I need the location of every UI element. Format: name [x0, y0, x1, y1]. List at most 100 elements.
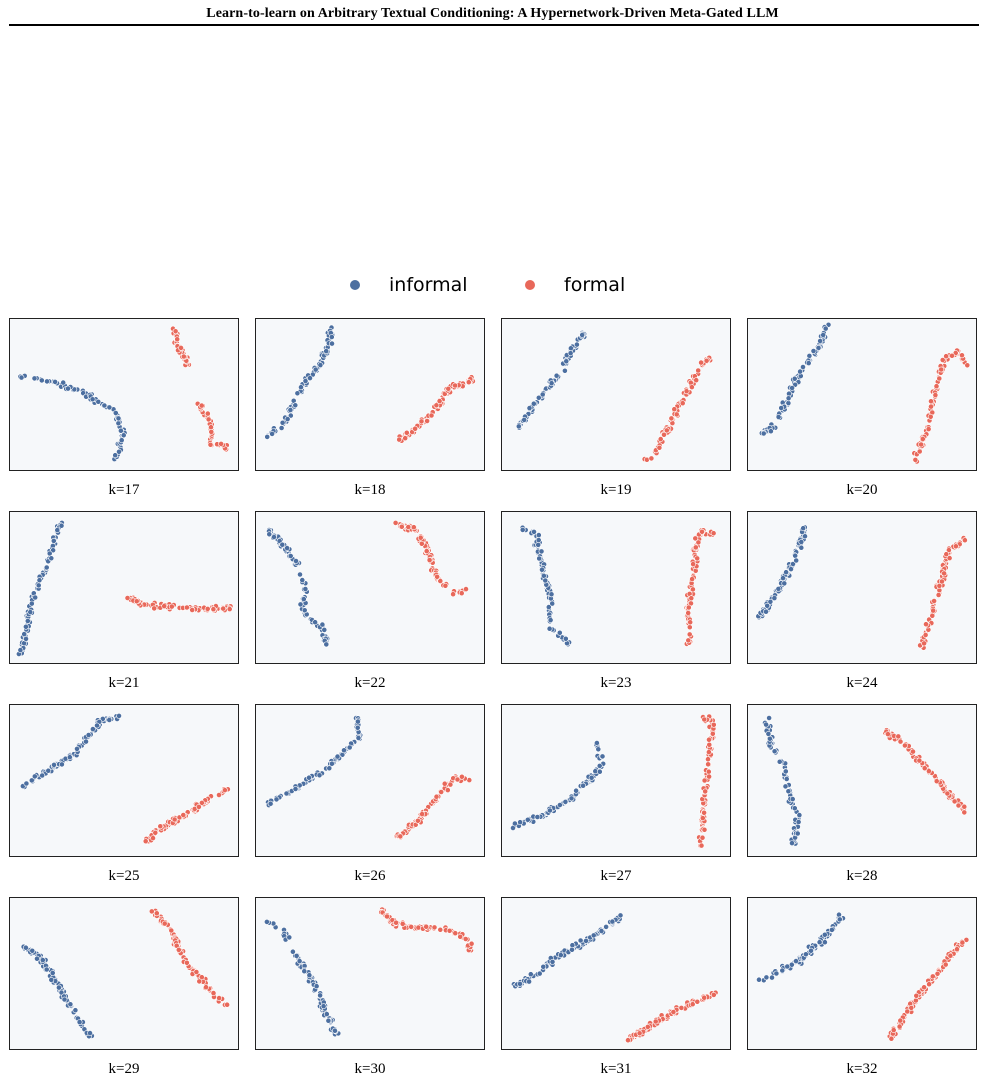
- formal-point: [124, 595, 131, 601]
- formal-point: [699, 528, 705, 535]
- informal-point: [306, 972, 313, 979]
- informal-point: [312, 366, 319, 373]
- informal-point: [789, 385, 795, 391]
- informal-point: [83, 738, 89, 745]
- informal-point: [264, 434, 271, 440]
- formal-point: [925, 768, 932, 774]
- formal-point: [698, 842, 705, 849]
- formal-point: [148, 908, 155, 915]
- informal-point: [569, 946, 575, 953]
- informal-point: [51, 762, 57, 768]
- informal-point: [334, 753, 341, 760]
- informal-point: [94, 722, 100, 729]
- scatter-panel: [747, 318, 977, 471]
- informal-point: [785, 395, 792, 402]
- scatter-plot: [263, 906, 475, 1038]
- formal-point: [888, 1035, 895, 1042]
- informal-point: [23, 636, 29, 642]
- page-header: Learn-to-learn on Arbitrary Textual Cond…: [0, 0, 985, 26]
- scatter-plot: [20, 907, 231, 1040]
- formal-point: [454, 776, 461, 783]
- informal-point: [294, 390, 301, 397]
- scatter-plot: [762, 715, 968, 847]
- formal-point: [702, 788, 709, 795]
- formal-point: [418, 540, 425, 547]
- informal-point: [557, 802, 563, 808]
- formal-point: [428, 412, 435, 419]
- formal-point: [942, 961, 949, 968]
- informal-point: [547, 807, 553, 814]
- paper-title: Learn-to-learn on Arbitrary Textual Cond…: [206, 6, 779, 21]
- informal-point: [112, 410, 119, 416]
- panel-caption: k=25: [108, 868, 140, 884]
- formal-point: [951, 798, 958, 805]
- formal-point: [189, 607, 196, 613]
- informal-point: [539, 566, 545, 573]
- informal-point: [568, 345, 574, 352]
- formal-point: [933, 778, 940, 785]
- formal-point: [168, 927, 175, 934]
- informal-point: [278, 425, 285, 431]
- informal-point: [793, 557, 800, 564]
- informal-point: [355, 718, 361, 725]
- formal-point: [695, 539, 702, 546]
- informal-point: [284, 416, 291, 422]
- formal-point: [897, 1017, 904, 1024]
- informal-point: [72, 1007, 79, 1014]
- informal-point: [54, 527, 61, 533]
- formal-point: [419, 811, 425, 817]
- formal-point: [896, 1023, 903, 1030]
- informal-point: [43, 966, 50, 973]
- informal-point: [794, 830, 801, 837]
- panel-caption: k=32: [846, 1061, 878, 1077]
- formal-point: [944, 790, 951, 797]
- formal-point: [705, 756, 711, 763]
- formal-point: [133, 598, 140, 605]
- informal-point: [538, 548, 545, 555]
- informal-point: [300, 596, 307, 602]
- informal-point: [355, 735, 362, 741]
- informal-point: [798, 539, 805, 545]
- scatter-plot: [515, 329, 714, 463]
- scatter-plot: [265, 715, 473, 841]
- scatter-panel: [747, 704, 977, 857]
- informal-point: [328, 334, 335, 340]
- informal-point: [596, 768, 603, 775]
- informal-point: [67, 1001, 74, 1008]
- informal-point: [302, 378, 309, 384]
- informal-point: [531, 528, 537, 535]
- informal-point: [323, 348, 330, 354]
- informal-point: [27, 609, 34, 615]
- formal-point: [943, 353, 949, 360]
- informal-point: [273, 796, 280, 803]
- panel-caption: k=24: [846, 675, 878, 691]
- informal-point: [323, 1011, 330, 1017]
- informal-point: [763, 721, 769, 728]
- formal-point: [919, 436, 926, 442]
- formal-point: [410, 524, 417, 531]
- formal-point: [161, 920, 168, 927]
- informal-point: [65, 385, 71, 392]
- informal-point: [573, 787, 579, 794]
- panel-caption: k=26: [354, 868, 386, 884]
- formal-point: [652, 1018, 659, 1025]
- formal-point: [686, 631, 693, 638]
- panel-caption: k=31: [600, 1061, 632, 1077]
- formal-point: [954, 946, 960, 953]
- formal-point: [671, 406, 678, 413]
- informal-point: [284, 545, 290, 551]
- formal-point: [692, 544, 699, 551]
- formal-point: [710, 721, 717, 728]
- informal-point: [836, 911, 842, 918]
- formal-point: [657, 436, 664, 442]
- formal-point: [705, 761, 711, 768]
- formal-point: [706, 741, 713, 748]
- scatter-plot: [510, 912, 719, 1044]
- informal-point: [557, 952, 564, 958]
- informal-point: [778, 405, 785, 411]
- formal-point: [961, 809, 968, 816]
- informal-point: [52, 379, 58, 385]
- informal-point: [301, 607, 308, 614]
- informal-point: [785, 788, 792, 795]
